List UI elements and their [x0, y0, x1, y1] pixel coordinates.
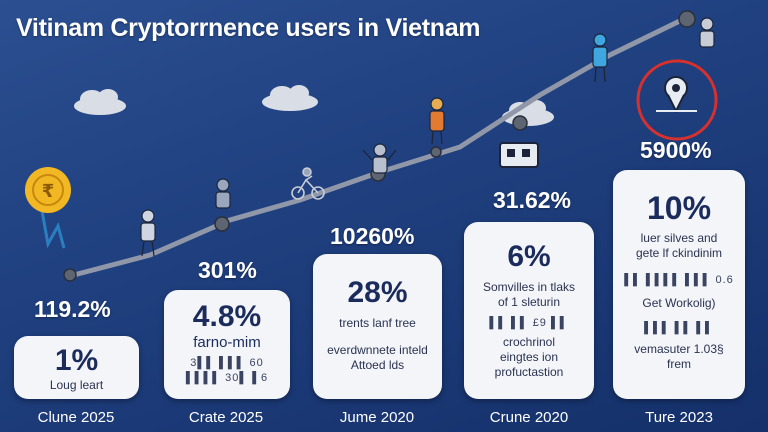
- card-text: Attoed lds: [350, 358, 405, 372]
- card-text: trents lanf tree: [339, 316, 416, 330]
- chart-node-icon: [214, 216, 230, 232]
- svg-text:₹: ₹: [42, 181, 55, 202]
- card-icon-row: ▌▌▌▌ 30▌ ▌6: [185, 372, 269, 384]
- percent-label-2: 301%: [198, 257, 257, 283]
- location-pin-icon: [636, 59, 718, 141]
- card-icon-row: ▌▌▌ ▌▌ ▌▌: [644, 322, 714, 334]
- card-text: frem: [667, 357, 691, 371]
- card-icon-row: ▌▌ ▌▌ £9 ▌▌: [489, 317, 569, 329]
- stat-card-4: 6% Somvilles in tlaks of 1 sleturin ▌▌ ▌…: [464, 222, 594, 399]
- percent-label-4: 31.62%: [493, 187, 572, 213]
- card-text: everdwnnete inteld: [327, 343, 428, 357]
- chart-node-icon: [512, 115, 528, 131]
- coin-icon: ₹: [25, 167, 71, 249]
- date-label-5: Ture 2023: [645, 409, 713, 426]
- bicycle-icon: [291, 167, 325, 200]
- page-title: Vitinam Cryptorrnence users in Vietnam: [16, 14, 481, 42]
- card-text: profuctastion: [494, 365, 564, 379]
- card-text: crochrinol: [502, 335, 556, 349]
- stat-card-3: 28% trents lanf tree everdwnnete inteld …: [313, 254, 442, 399]
- card-big-value: 10%: [646, 190, 712, 226]
- percent-label-5: 5900%: [640, 137, 712, 163]
- cloud-icon: [74, 89, 126, 115]
- card-text: Loug leart: [49, 378, 104, 392]
- person-icon: [429, 97, 445, 145]
- stat-card-5: 10% luer silves and gete lf ckindinim ▌▌…: [613, 170, 745, 399]
- card-text: of 1 sleturin: [497, 295, 561, 309]
- card-text: eingtes ion: [499, 350, 559, 364]
- chart-node-icon: [430, 146, 442, 158]
- card-text: farno-mim: [193, 334, 261, 351]
- card-text: vemasuter 1.03§: [634, 342, 724, 356]
- card-text: gete lf ckindinim: [635, 246, 723, 260]
- card-icon-row: 3▌▌ ▌▌▌ 60: [190, 357, 264, 369]
- person-icon: [592, 33, 608, 83]
- date-label-3: Jume 2020: [339, 409, 415, 426]
- card-big-value: 4.8%: [192, 300, 262, 333]
- chart-node-icon: [63, 268, 77, 282]
- card-big-value: 1%: [54, 344, 99, 377]
- stat-card-2: 4.8% farno-mim 3▌▌ ▌▌▌ 60 ▌▌▌▌ 30▌ ▌6: [164, 290, 290, 399]
- person-icon: [215, 178, 231, 209]
- card-big-value: 28%: [347, 276, 408, 309]
- person-icon: [362, 143, 397, 174]
- card-big-value: 6%: [507, 240, 551, 273]
- chart-node-icon: [678, 10, 696, 28]
- date-label-1: Clune 2025: [37, 409, 115, 426]
- card-icon-row: ▌▌ ▌▌▌▌ ▌▌▌ 0.6: [624, 274, 734, 286]
- percent-label-3: 10260%: [330, 223, 415, 249]
- cloud-icon: [262, 85, 318, 111]
- percent-label-1: 119.2%: [34, 296, 111, 322]
- card-text: luer silves and: [640, 231, 718, 245]
- person-icon: [140, 209, 156, 257]
- person-icon: [699, 17, 715, 48]
- date-label-4: Crune 2020: [489, 409, 569, 426]
- building-icon: [499, 142, 539, 168]
- stat-card-1: 1% Loug leart: [14, 336, 139, 399]
- date-label-2: Crate 2025: [188, 409, 264, 426]
- card-text: Somvilles in tlaks: [482, 280, 576, 294]
- card-text: Get Workolig): [642, 296, 716, 310]
